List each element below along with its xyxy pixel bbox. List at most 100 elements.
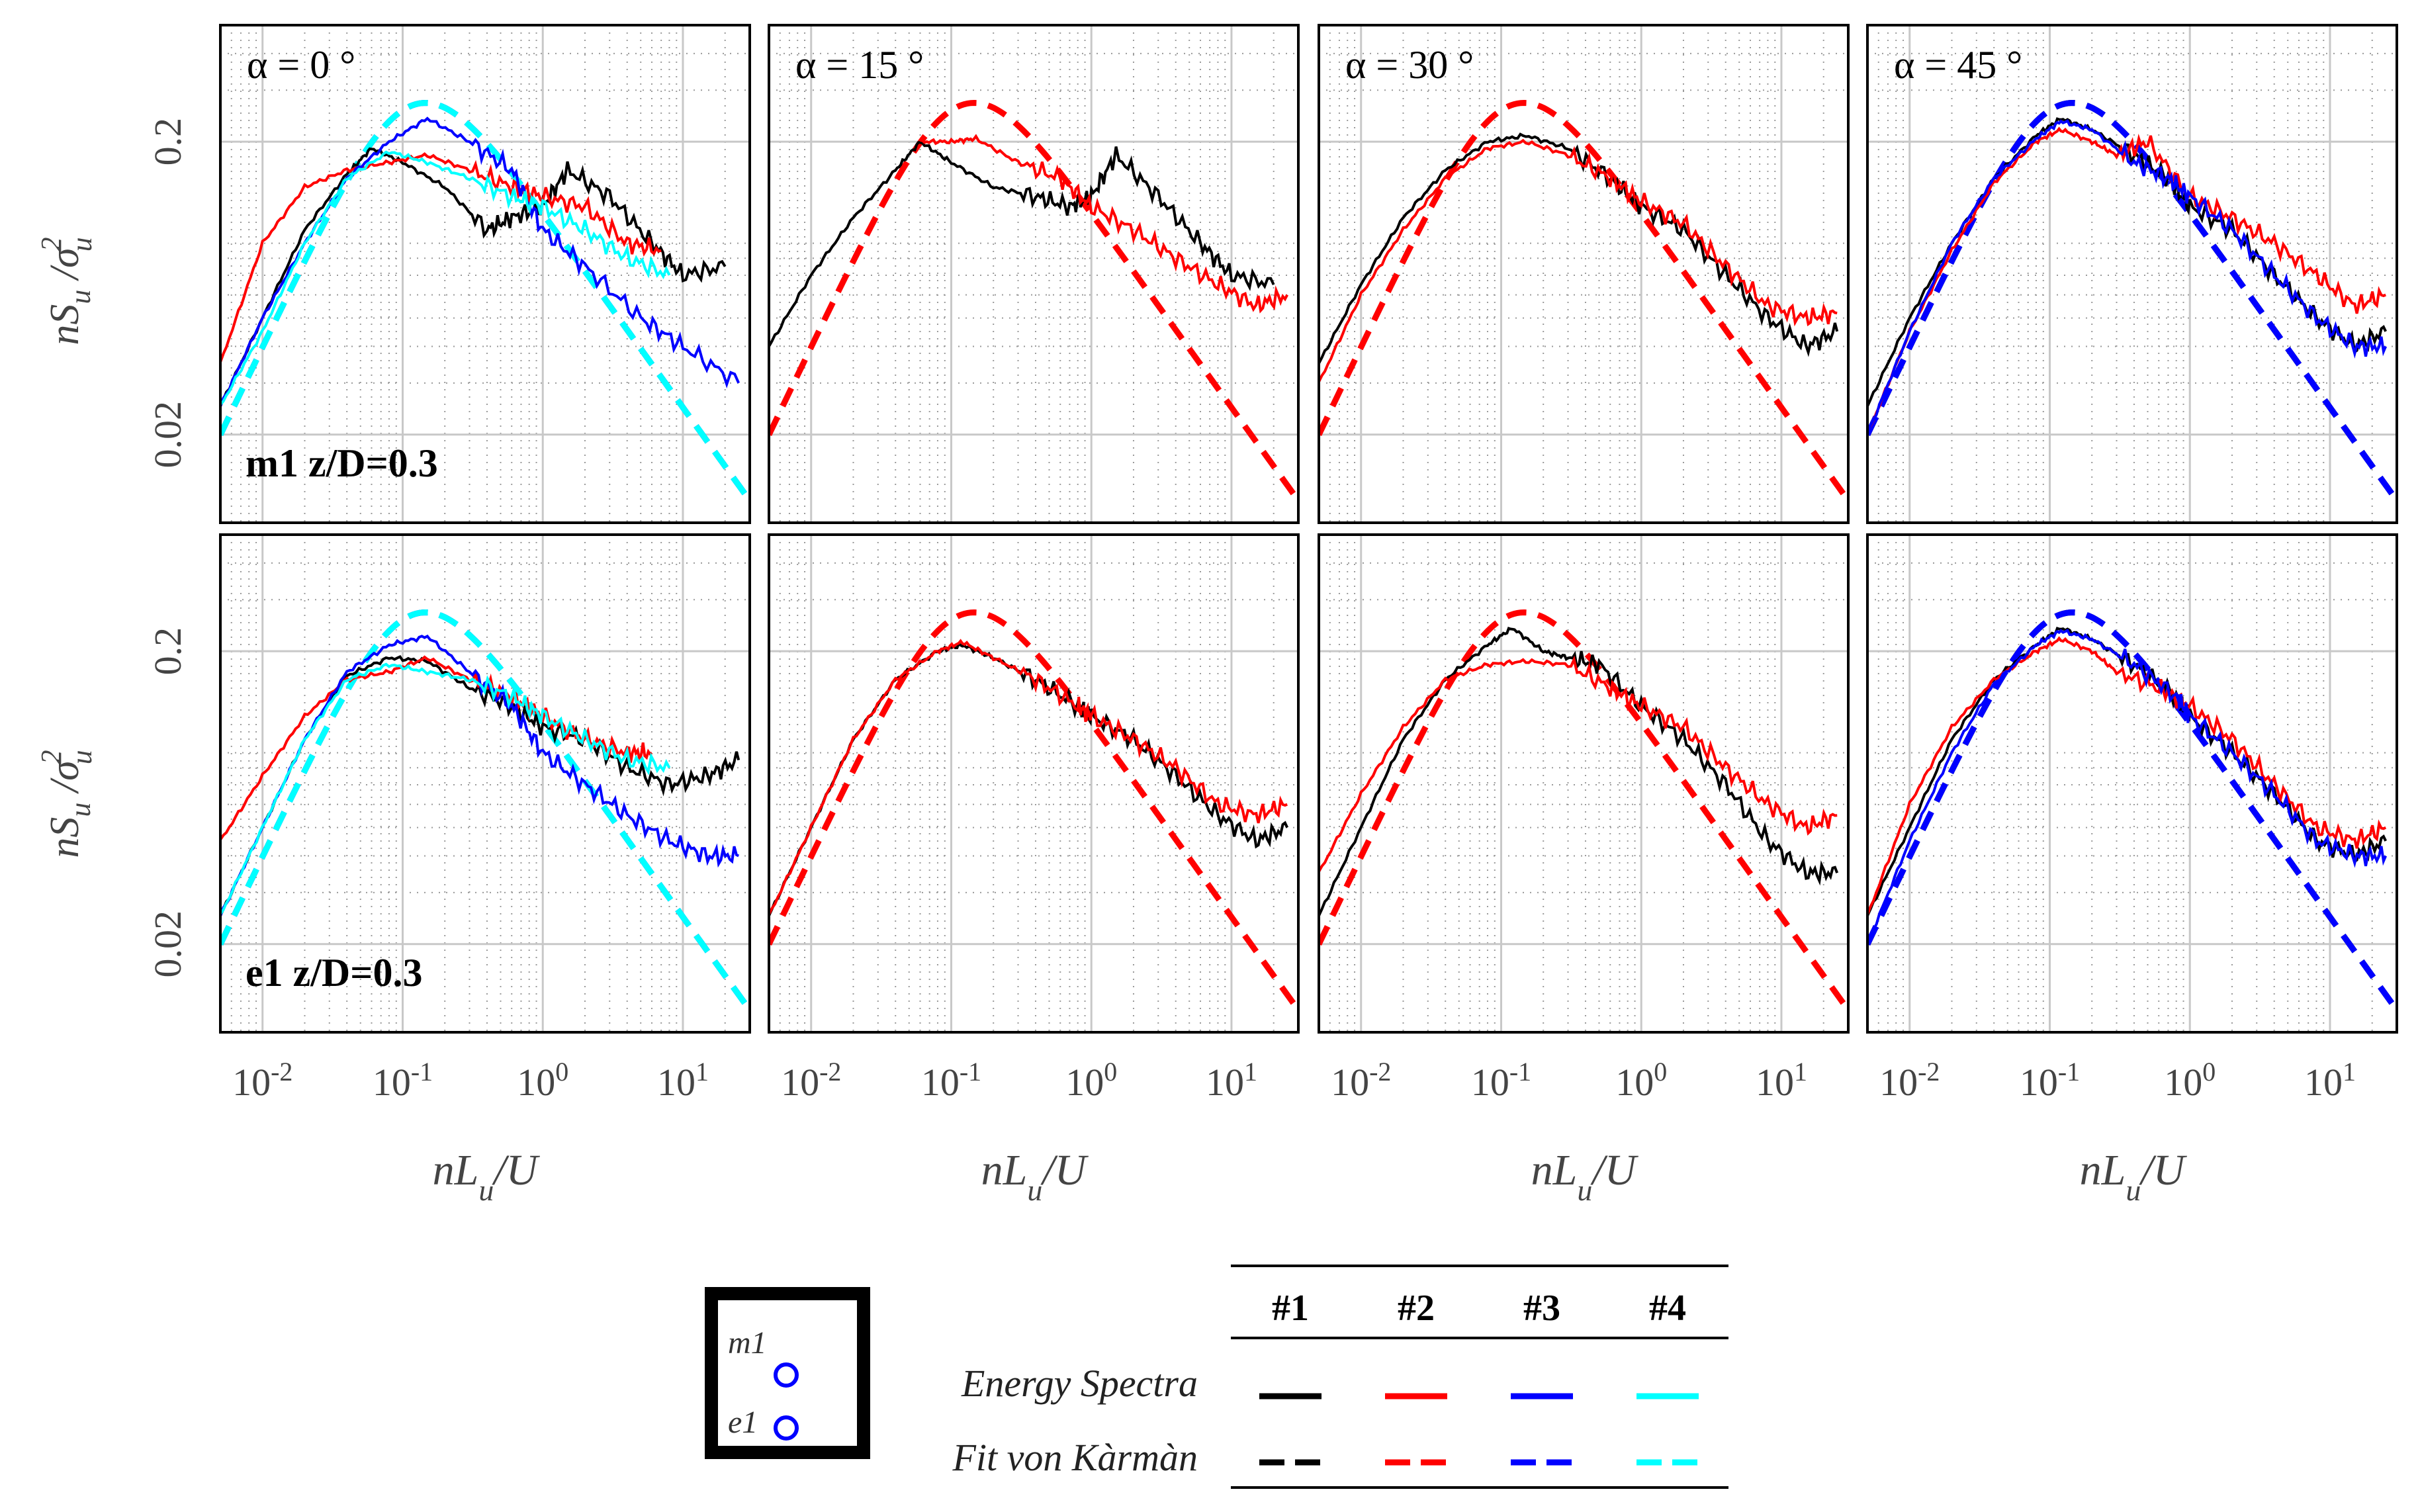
panel-frame	[768, 24, 1300, 524]
spectrum-curve-s1	[769, 641, 1289, 916]
spectrum-curve-s1	[1319, 627, 1839, 916]
fit-curve-s2	[769, 99, 1298, 503]
panel-r1-c2: 10-2 10-1 100 101	[1318, 533, 1850, 1104]
x-tick-label: 10-2	[232, 1057, 292, 1104]
panels-layer: α = 0 ° m1 z/D=0.3 0.02 0.2 α = 15 ° α = 30 °…	[146, 24, 2398, 1104]
x-tick-label: 10-1	[921, 1057, 981, 1104]
panel-curves	[769, 609, 1298, 1012]
panel-title: α = 45 °	[1894, 43, 2022, 87]
legend-header-4: #4	[1649, 1288, 1686, 1329]
x-axis-labels: nLu/U nLu/U nLu/U nLu/U	[433, 1146, 2188, 1207]
spectrum-curve-s2	[920, 134, 1288, 314]
legend-row-fit-von-karman: Fit von Kàrmàn	[952, 1436, 1198, 1479]
legend-row-energy-spectra: Energy Spectra	[961, 1362, 1198, 1405]
x-tick-label: 10-2	[781, 1057, 841, 1104]
panel-frame	[768, 533, 1300, 1034]
spectrum-curve-s1	[220, 147, 727, 407]
fit-curve-s4	[220, 609, 750, 1012]
legend-inset-m1: m1	[728, 1325, 767, 1360]
spectrum-curve-s2	[1867, 636, 2387, 915]
x-tick-label: 100	[1065, 1057, 1117, 1104]
spectrum-curve-s1	[769, 141, 1275, 347]
panel-r1-c3: 10-2 10-1 100 101	[1866, 533, 2398, 1104]
panel-frame	[1866, 24, 2398, 524]
legend-inset-e1: e1	[728, 1405, 758, 1440]
fit-curve-s1	[1867, 609, 2397, 1012]
panel-probe-label: m1 z/D=0.3	[246, 441, 438, 485]
spectrum-curve-s2	[769, 639, 1288, 915]
panel-curves	[220, 99, 750, 503]
x-tick-label: 100	[517, 1057, 568, 1104]
x-axis-title-2: nLu/U	[1531, 1146, 1639, 1207]
y-tick-label: 0.02	[146, 401, 189, 468]
panel-frame	[1318, 24, 1850, 524]
panel-curves	[1867, 609, 2397, 1012]
x-axis-title-1: nLu/U	[981, 1146, 1089, 1207]
x-axis-title-3: nLu/U	[2080, 1146, 2188, 1207]
legend-header-2: #2	[1398, 1288, 1435, 1329]
x-tick-label: 101	[1756, 1057, 1807, 1104]
fit-curve-s2	[769, 609, 1298, 1012]
x-tick-label: 10-2	[1879, 1057, 1940, 1104]
legend: m1 e1 #1 #2 #3 #4 Energy Spectra Fit von…	[705, 1265, 1728, 1489]
fit-curve-s4	[220, 99, 750, 503]
panel-r0-c3: α = 45 °	[1866, 24, 2398, 524]
panel-curves	[1319, 609, 1848, 1012]
y-tick-label: 0.2	[146, 118, 189, 166]
spectrum-curve-s2	[220, 655, 653, 841]
panel-title: α = 0 °	[247, 43, 355, 87]
panel-frame	[1318, 533, 1850, 1034]
panel-curves	[769, 99, 1298, 503]
panel-r1-c1: 10-2 10-1 100 101	[768, 533, 1300, 1104]
spectrum-curve-s2	[220, 152, 662, 363]
x-tick-label: 10-1	[1471, 1057, 1531, 1104]
y-tick-label: 0.2	[146, 627, 189, 676]
x-tick-label: 101	[2304, 1057, 2356, 1104]
panel-frame	[219, 533, 751, 1034]
panel-r1-c0: e1 z/D=0.3 0.02 0.2 10-2 10-1 100 101	[146, 533, 751, 1104]
spectrum-curve-s4	[220, 662, 671, 915]
x-tick-label: 100	[1615, 1057, 1667, 1104]
spectrum-curve-s1	[1319, 132, 1839, 365]
spectrum-curve-s1	[1867, 627, 2387, 916]
spectrum-curve-s3	[1867, 629, 2388, 946]
panel-title: α = 15 °	[795, 43, 924, 87]
x-axis-title-0: nLu/U	[433, 1146, 541, 1207]
svg-text:nSu /σ2u: nSu /σ2u	[35, 237, 98, 345]
x-tick-label: 10-1	[2020, 1057, 2080, 1104]
x-tick-label: 101	[1206, 1057, 1257, 1104]
spectrum-curve-s2	[1319, 655, 1838, 873]
legend-header-1: #1	[1272, 1288, 1309, 1329]
panel-r0-c1: α = 15 °	[768, 24, 1300, 524]
legend-inset-box	[705, 1287, 870, 1459]
x-tick-label: 101	[657, 1057, 709, 1104]
legend-header-3: #3	[1523, 1288, 1560, 1329]
panel-curves	[1867, 99, 2397, 503]
panel-probe-label: e1 z/D=0.3	[246, 951, 422, 995]
panel-curves	[220, 609, 750, 1012]
fit-curve-s3	[1867, 99, 2397, 503]
spectrum-curve-s4	[220, 150, 671, 406]
fit-curve-s3	[1867, 609, 2397, 1012]
svg-text:nSu /σ2u: nSu /σ2u	[35, 750, 98, 858]
panel-r0-c2: α = 30 °	[1318, 24, 1850, 524]
legend-inset-e1-marker	[774, 1415, 799, 1441]
panel-frame	[219, 24, 751, 524]
panel-title: α = 30 °	[1345, 43, 1474, 87]
x-tick-label: 100	[2164, 1057, 2216, 1104]
x-tick-label: 10-2	[1331, 1057, 1391, 1104]
panel-r0-c0: α = 0 ° m1 z/D=0.3 0.02 0.2	[146, 24, 751, 524]
panel-curves	[1319, 99, 1848, 503]
y-axis-label-bottom: nSu /σ2u	[35, 750, 98, 858]
x-tick-label: 10-1	[373, 1057, 433, 1104]
spectrum-curve-s2	[1319, 138, 1838, 382]
fit-curve-s2	[1319, 609, 1848, 1012]
spectrum-curve-s3	[220, 116, 740, 408]
spectrum-curve-s3	[1867, 119, 2388, 436]
legend-inset-m1-marker	[774, 1362, 799, 1388]
spectrum-curve-s2	[1867, 126, 2386, 434]
y-axis-label-top: nSu /σ2u	[35, 237, 98, 345]
fit-curve-s2	[1319, 99, 1848, 503]
panel-frame	[1866, 533, 2398, 1034]
